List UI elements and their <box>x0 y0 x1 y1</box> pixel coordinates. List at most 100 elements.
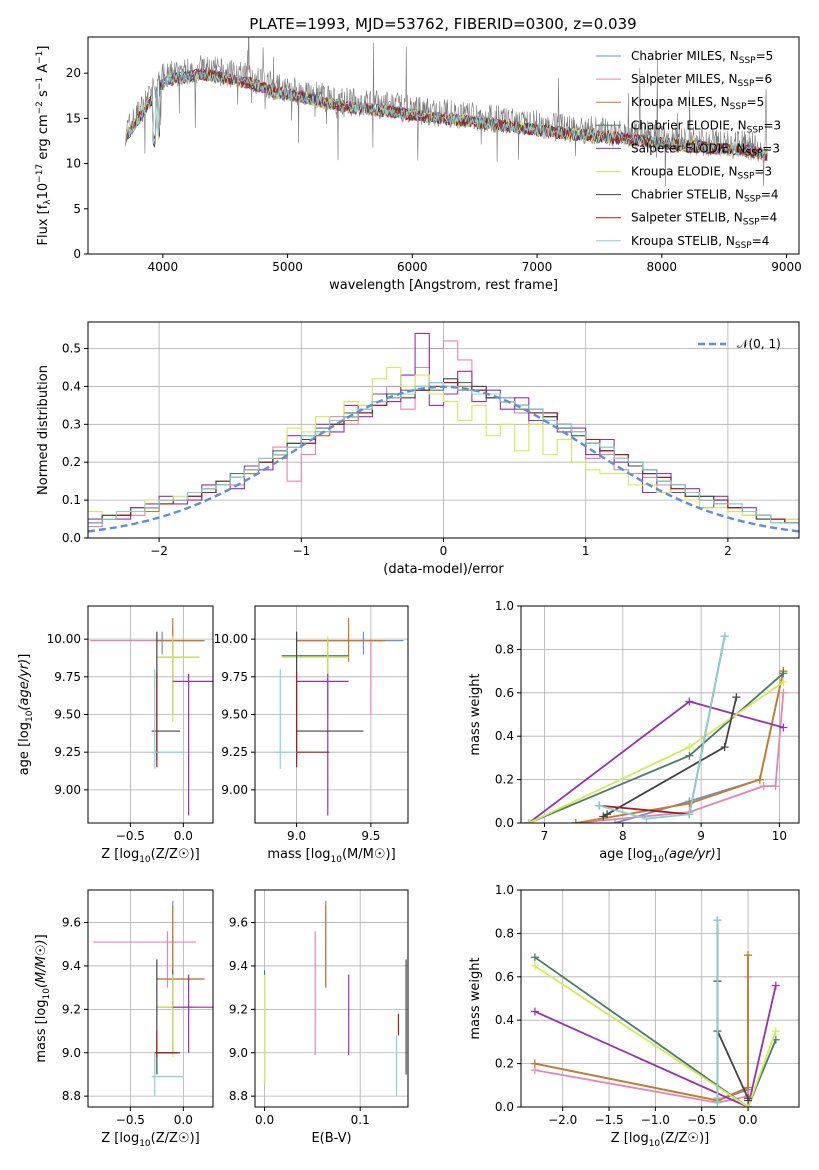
weight-marker <box>771 782 780 791</box>
x-tick-label: 6000 <box>397 260 428 274</box>
legend-entry: Kroupa STELIB, NSSP=4 <box>631 234 769 251</box>
y-tick-label: 9.6 <box>229 916 248 930</box>
spectrum-legend: Chabrier MILES, NSSP=5 Salpeter MILES, NS… <box>596 49 781 251</box>
weight-marker <box>685 743 694 752</box>
axes-residuals: −2 −1 0 1 2 0.0 0.1 0.2 0.3 0.4 0.5 (data-model)/er… <box>36 321 800 577</box>
y-tick-label: 1.0 <box>495 883 514 897</box>
legend-entry: Salpeter MILES, NSSP=6 <box>631 72 772 89</box>
legend-entry: Chabrier ELODIE, NSSP=3 <box>631 118 781 135</box>
legend-entry: Chabrier MILES, NSSP=5 <box>631 49 773 66</box>
legend-entry: Chabrier STELIB, NSSP=4 <box>631 188 779 205</box>
y-tick-label: 9.50 <box>221 708 248 722</box>
y-tick-label: 9.0 <box>62 1046 81 1060</box>
y-tick-label: 9.4 <box>229 959 248 973</box>
weight-marker <box>779 669 788 678</box>
y-tick-label: 10.00 <box>47 632 81 646</box>
axes-frame <box>254 889 409 1108</box>
axes-weight_vs_z: −2.0 −1.5 −1.0 −0.5 0.0 0.0 0.2 0.4 0.6 0.8 1.0 mas… <box>468 883 800 1149</box>
x-tick-label: 0.0 <box>738 1113 757 1127</box>
weight-line <box>716 981 749 1101</box>
y-tick-label: 0.8 <box>495 926 514 940</box>
weight-line <box>534 955 749 1102</box>
y-tick-label: 0.8 <box>495 642 514 656</box>
axes-frame <box>520 889 800 1108</box>
histogram-step <box>88 332 799 524</box>
y-axis-label: Flux [fλ10−17 erg cm−2 s−1 A−1] <box>35 46 53 246</box>
weight-marker <box>610 819 619 823</box>
weight-line <box>575 670 785 823</box>
x-tick-label: 10 <box>772 829 787 843</box>
weight-marker <box>642 814 651 823</box>
weight-marker <box>744 1083 753 1092</box>
y-tick-label: 9.75 <box>221 670 248 684</box>
weight-marker <box>779 723 788 732</box>
y-tick-label: 8.8 <box>229 1089 248 1103</box>
x-axis-label: mass [log10(M/M☉)] <box>267 847 395 865</box>
y-tick-label: 0.6 <box>495 686 514 700</box>
x-tick-label: 9000 <box>771 260 802 274</box>
x-tick-label: −0.5 <box>116 829 145 843</box>
weight-marker <box>595 801 604 810</box>
y-tick-label: 0.5 <box>62 342 81 356</box>
weight-line <box>528 681 784 823</box>
legend-entry: Salpeter ELODIE, NSSP=3 <box>631 141 780 158</box>
legend-entry: 𝒩(0, 1) <box>737 337 781 351</box>
plot-area-mass_vs_ebv <box>263 900 407 1097</box>
y-axis-label: mass weight <box>468 673 483 755</box>
weight-marker <box>530 953 539 962</box>
y-tick-label: 0.1 <box>62 493 81 507</box>
histogram-step <box>88 382 799 524</box>
weight-line <box>534 965 777 1107</box>
weight-line <box>534 985 777 1107</box>
weight-marker <box>744 1096 753 1105</box>
y-tick-label: 9.2 <box>229 1002 248 1016</box>
x-tick-label: 7 <box>541 829 549 843</box>
y-tick-label: 10.00 <box>214 632 248 646</box>
x-axis-label: age [log10(age/yr)] <box>599 847 721 865</box>
weight-marker <box>571 819 580 823</box>
x-tick-label: −2 <box>150 544 168 558</box>
x-tick-label: −0.5 <box>116 1113 145 1127</box>
y-tick-label: 0.6 <box>495 970 514 984</box>
x-tick-label: 9.5 <box>361 829 380 843</box>
y-tick-label: 9.50 <box>54 708 81 722</box>
x-tick-label: 0 <box>440 544 448 558</box>
plot-area-weight_vs_z <box>530 916 780 1107</box>
y-tick-label: 0.4 <box>495 729 514 743</box>
gaussian-curve <box>88 385 799 533</box>
x-tick-label: −1.5 <box>594 1113 623 1127</box>
y-tick-label: 0.3 <box>62 417 81 431</box>
weight-marker <box>603 810 612 819</box>
weight-marker <box>685 751 694 760</box>
x-axis-label: Z [log10(Z/Z☉)] <box>101 1131 199 1149</box>
weight-line <box>599 636 726 820</box>
plot-area-residuals <box>88 332 799 533</box>
plot-area-mass_vs_z <box>93 900 213 1097</box>
weight-marker <box>759 782 768 791</box>
axes-age_vs_mass: 9.0 9.5 9.00 9.25 9.50 9.75 10.00 mass [log10(M… <box>214 605 409 865</box>
weight-marker <box>713 1098 722 1107</box>
weight-marker <box>685 697 694 706</box>
y-tick-label: 9.0 <box>229 1046 248 1060</box>
y-tick-label: 9.4 <box>62 959 81 973</box>
y-tick-label: 0.0 <box>495 1100 514 1114</box>
weight-marker <box>685 810 694 819</box>
x-axis-label: (data-model)/error <box>383 562 504 577</box>
y-axis-label: mass [log10(M/M☉)] <box>34 934 52 1062</box>
weight-marker <box>744 951 753 960</box>
y-tick-label: 0.4 <box>62 379 81 393</box>
weight-marker <box>713 916 722 925</box>
x-axis-label: E(B-V) <box>311 1131 351 1146</box>
x-tick-label: 8 <box>619 829 627 843</box>
weight-marker <box>524 819 533 823</box>
y-tick-label: 10 <box>66 157 81 171</box>
axes-frame <box>520 605 800 824</box>
x-axis-label: Z [log10(Z/Z☉)] <box>611 1131 709 1149</box>
x-tick-label: 0.0 <box>174 1113 193 1127</box>
x-tick-label: 0.0 <box>174 829 193 843</box>
axes-mass_vs_ebv: 0.0 0.1 8.8 9.0 9.2 9.4 9.6 E(B-V) <box>229 889 409 1146</box>
y-tick-label: 15 <box>66 111 81 125</box>
axes-age_vs_z: −0.5 0.0 9.00 9.25 9.50 9.75 10.00 Z [log10(Z/Z… <box>17 605 214 865</box>
y-tick-label: 9.25 <box>54 745 81 759</box>
